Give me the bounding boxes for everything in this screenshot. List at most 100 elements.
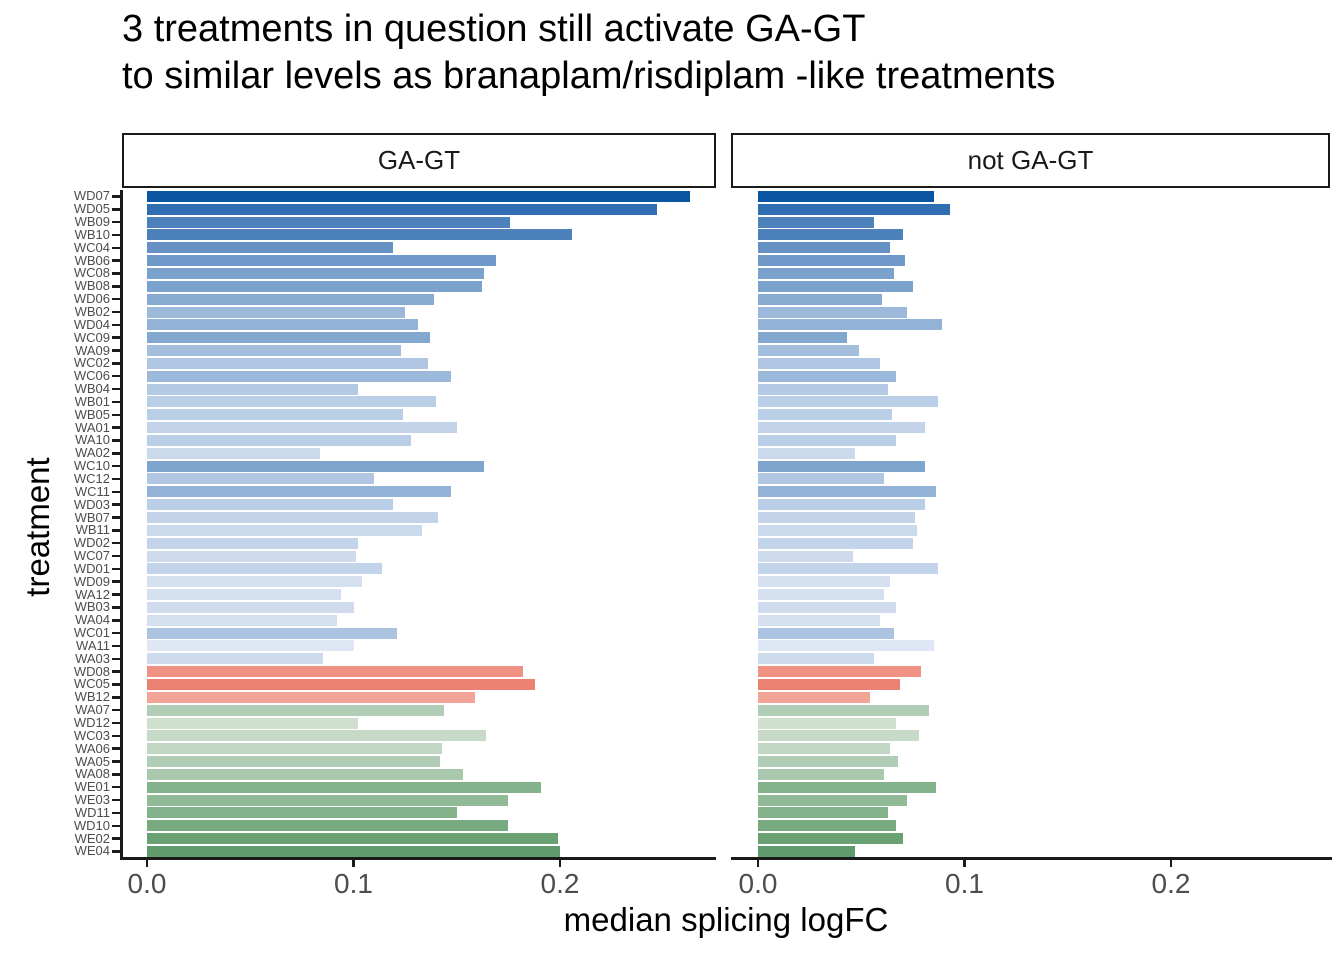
- bar-WC03: [147, 730, 486, 742]
- bar-WB01: [147, 396, 437, 408]
- bar-WC07: [147, 550, 356, 562]
- y-tick-mark: [112, 657, 121, 661]
- y-tick-mark: [112, 439, 121, 442]
- x-tick-label: 0.1: [334, 868, 373, 899]
- x-tick-mark: [558, 859, 562, 867]
- y-tick-mark: [112, 233, 121, 237]
- y-tick-mark: [112, 850, 121, 853]
- bar-row: [731, 318, 1330, 331]
- y-tick-label: WA04: [75, 612, 110, 628]
- y-tick-row: [112, 485, 121, 498]
- bar-WD04: [758, 319, 942, 331]
- y-tick-mark: [112, 541, 121, 545]
- bar-row: [122, 216, 716, 229]
- bar-WA08: [147, 768, 463, 780]
- y-tick-row: [112, 601, 121, 614]
- x-tick-mark: [756, 859, 760, 867]
- bar-WA03: [147, 653, 323, 665]
- y-tick-label: WA11: [76, 637, 110, 653]
- y-tick-label: WD02: [73, 535, 110, 551]
- bar-row: [122, 267, 716, 280]
- x-tick-label: 0.0: [738, 868, 778, 899]
- y-tick-label: WA08: [75, 766, 110, 782]
- y-tick-row: [112, 216, 121, 229]
- bar-row: [122, 794, 716, 807]
- x-tick-label: 0.2: [1151, 868, 1191, 899]
- bar-WA07: [758, 704, 930, 716]
- bar-WB05: [147, 409, 404, 421]
- y-tick-row: [112, 318, 121, 331]
- y-tick-label: WE04: [74, 843, 110, 859]
- y-tick-row: [112, 807, 121, 820]
- bar-row: [731, 190, 1330, 203]
- bar-row: [731, 408, 1330, 421]
- bar-row: [122, 370, 716, 383]
- bar-row: [122, 575, 716, 588]
- bar-row: [122, 254, 716, 267]
- bar-row: [731, 807, 1330, 820]
- y-tick-mark: [112, 798, 121, 802]
- bar-row: [731, 370, 1330, 383]
- y-tick-row: [112, 665, 121, 678]
- bar-row: [731, 717, 1330, 730]
- bar-WA10: [758, 434, 897, 446]
- bar-WB09: [147, 216, 511, 228]
- bar-row: [731, 280, 1330, 293]
- bar-WB04: [147, 383, 358, 395]
- bar-WE02: [758, 833, 903, 845]
- bar-WC12: [758, 473, 884, 485]
- y-tick-row: [112, 344, 121, 357]
- y-tick-row: [112, 652, 121, 665]
- bar-row: [731, 524, 1330, 537]
- bar-WD01: [758, 563, 938, 575]
- y-tick-row: [112, 190, 121, 203]
- bar-row: [731, 306, 1330, 319]
- y-tick-mark: [112, 516, 121, 519]
- bar-WB06: [758, 255, 905, 267]
- y-tick-mark: [112, 683, 121, 686]
- bar-WA12: [147, 589, 342, 601]
- y-tick-mark: [112, 631, 121, 635]
- bar-row: [122, 768, 716, 781]
- y-tick-label: WC02: [73, 355, 110, 371]
- y-tick-mark: [112, 349, 121, 352]
- y-tick-mark: [112, 734, 121, 738]
- bar-row: [122, 755, 716, 768]
- y-tick-mark: [112, 490, 121, 494]
- bar-row: [731, 678, 1330, 691]
- bar-row: [731, 550, 1330, 563]
- x-tick-mark: [963, 859, 966, 867]
- bar-row: [731, 460, 1330, 473]
- facet-strip-ga-gt: GA-GT: [122, 133, 716, 188]
- y-tick-label: WA09: [75, 342, 110, 358]
- bar-row: [731, 421, 1330, 434]
- y-tick-mark: [112, 644, 121, 648]
- bar-WD11: [147, 807, 457, 819]
- bar-row: [731, 485, 1330, 498]
- y-tick-label: WB11: [75, 522, 110, 538]
- y-tick-row: [112, 562, 121, 575]
- y-tick-label: WE01: [74, 779, 110, 795]
- y-tick-row: [112, 434, 121, 447]
- bar-WD08: [758, 666, 922, 678]
- x-axis-title: median splicing logFC: [563, 901, 889, 938]
- bar-WC02: [758, 357, 880, 369]
- bar-WC03: [758, 730, 920, 742]
- y-tick-label: WB10: [74, 226, 110, 242]
- bar-WA01: [758, 422, 926, 434]
- bar-WD10: [147, 820, 509, 832]
- bar-row: [731, 665, 1330, 678]
- y-tick-row: [112, 781, 121, 794]
- bar-WD09: [147, 576, 362, 588]
- bar-row: [122, 819, 716, 832]
- bar-WC10: [147, 460, 484, 472]
- y-tick-label: WC09: [73, 329, 110, 345]
- y-tick-row: [112, 794, 121, 807]
- bar-row: [122, 485, 716, 498]
- bar-row: [122, 241, 716, 254]
- bar-row: [731, 627, 1330, 640]
- bar-row: [731, 845, 1330, 858]
- bar-row: [731, 203, 1330, 216]
- y-axis-tick-labels: WD07 WD05 WB09 WB10 WC04 WB06 WC08 WB08 WD06 WB02…: [30, 190, 110, 858]
- bar-row: [122, 678, 716, 691]
